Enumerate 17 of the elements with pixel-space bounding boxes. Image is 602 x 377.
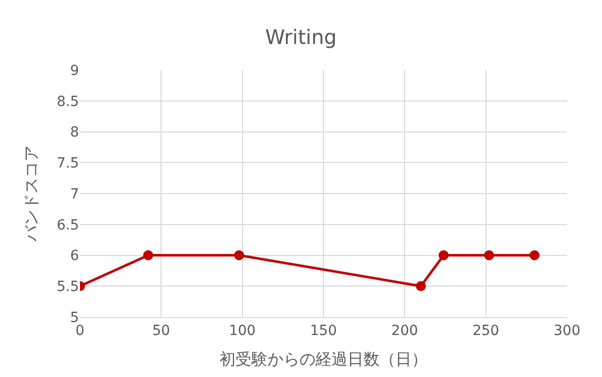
x-tick-label: 200 bbox=[391, 322, 418, 339]
x-tick-label: 100 bbox=[228, 322, 256, 339]
y-tick-label: 8 bbox=[70, 124, 79, 141]
x-tick-label: 300 bbox=[554, 322, 580, 339]
y-tick-label: 8.5 bbox=[56, 94, 79, 110]
chart-title: Writing bbox=[265, 25, 337, 50]
y-tick-label: 5.5 bbox=[56, 279, 79, 296]
y-tick-label: 6.5 bbox=[56, 217, 79, 234]
y-axis-title: バンドスコア bbox=[22, 146, 41, 242]
y-tick-label: 7.5 bbox=[56, 156, 79, 172]
x-axis-title: 初受験からの経過日数（日） bbox=[220, 350, 428, 368]
y-tick-label: 9 bbox=[70, 62, 79, 79]
y-tick-label: 7 bbox=[70, 186, 79, 202]
x-tick-label: 50 bbox=[152, 322, 170, 339]
x-tick-label: 150 bbox=[310, 322, 337, 339]
x-tick-label: 250 bbox=[472, 322, 500, 339]
y-tick-label: 6 bbox=[70, 248, 80, 264]
